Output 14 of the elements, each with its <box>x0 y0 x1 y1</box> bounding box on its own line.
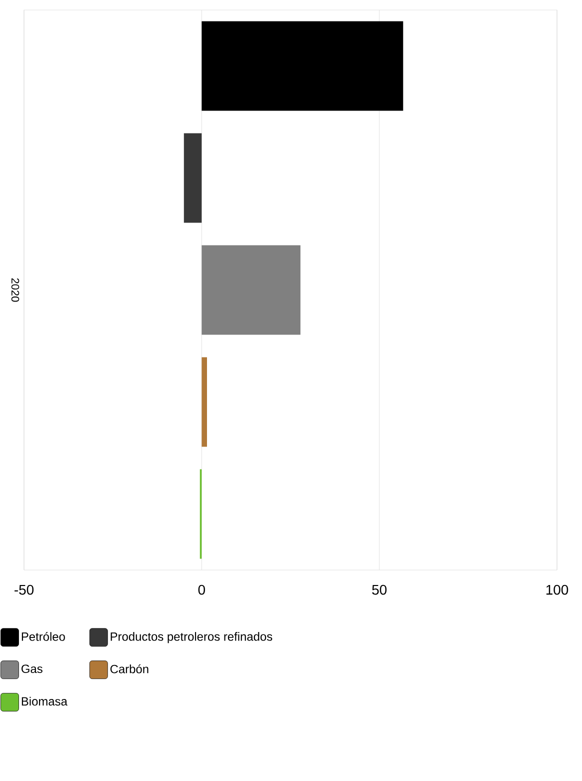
x-tick-label: 100 <box>546 584 568 595</box>
bar <box>202 245 300 335</box>
legend-label: Productos petroleros refinados <box>110 632 272 644</box>
bar <box>184 133 202 223</box>
legend-label: Petróleo <box>22 632 65 641</box>
x-tick-label: 50 <box>372 584 387 595</box>
bar <box>202 21 404 111</box>
legend-label: Biomasa <box>22 696 68 706</box>
bar <box>202 357 207 447</box>
legend-label: Gas <box>22 664 42 674</box>
x-tick-label: 0 <box>198 584 206 595</box>
legend-label: Carbón <box>110 664 148 674</box>
y-tick-label: 2020 <box>11 278 20 302</box>
x-tick-label: -50 <box>14 584 34 595</box>
